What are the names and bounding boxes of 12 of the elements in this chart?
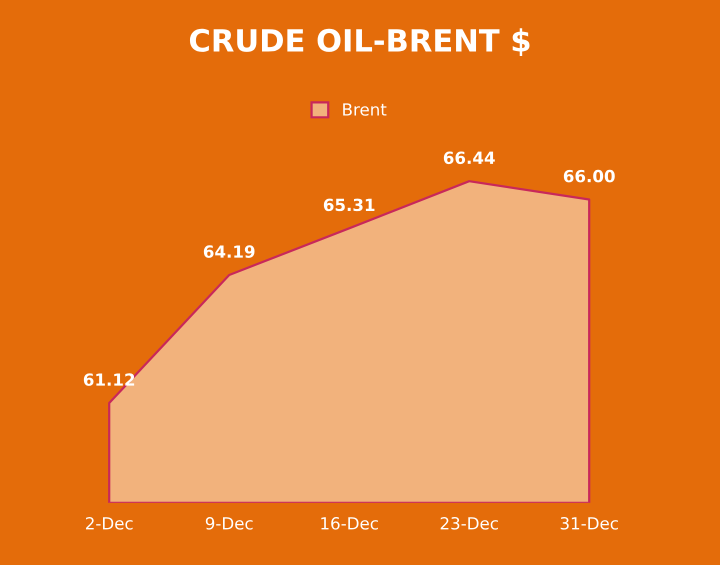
data-label: 65.31 (324, 198, 374, 212)
data-label: 66.00 (564, 170, 615, 182)
x-tick-label: 23-Dec (440, 517, 498, 530)
data-label: 64.19 (204, 245, 254, 258)
x-tick-label: 16-Dec (321, 517, 378, 530)
x-tick-label: 31-Dec (560, 517, 618, 530)
x-tick-label: 9-Dec (206, 517, 253, 530)
legend-label: Brent (343, 103, 386, 116)
x-tick-label: 2-Dec (86, 517, 133, 530)
data-label: 66.44 (444, 151, 495, 164)
data-label: 61.12 (84, 373, 134, 386)
chart-title: CRUDE OIL-BRENT $ (190, 28, 530, 56)
